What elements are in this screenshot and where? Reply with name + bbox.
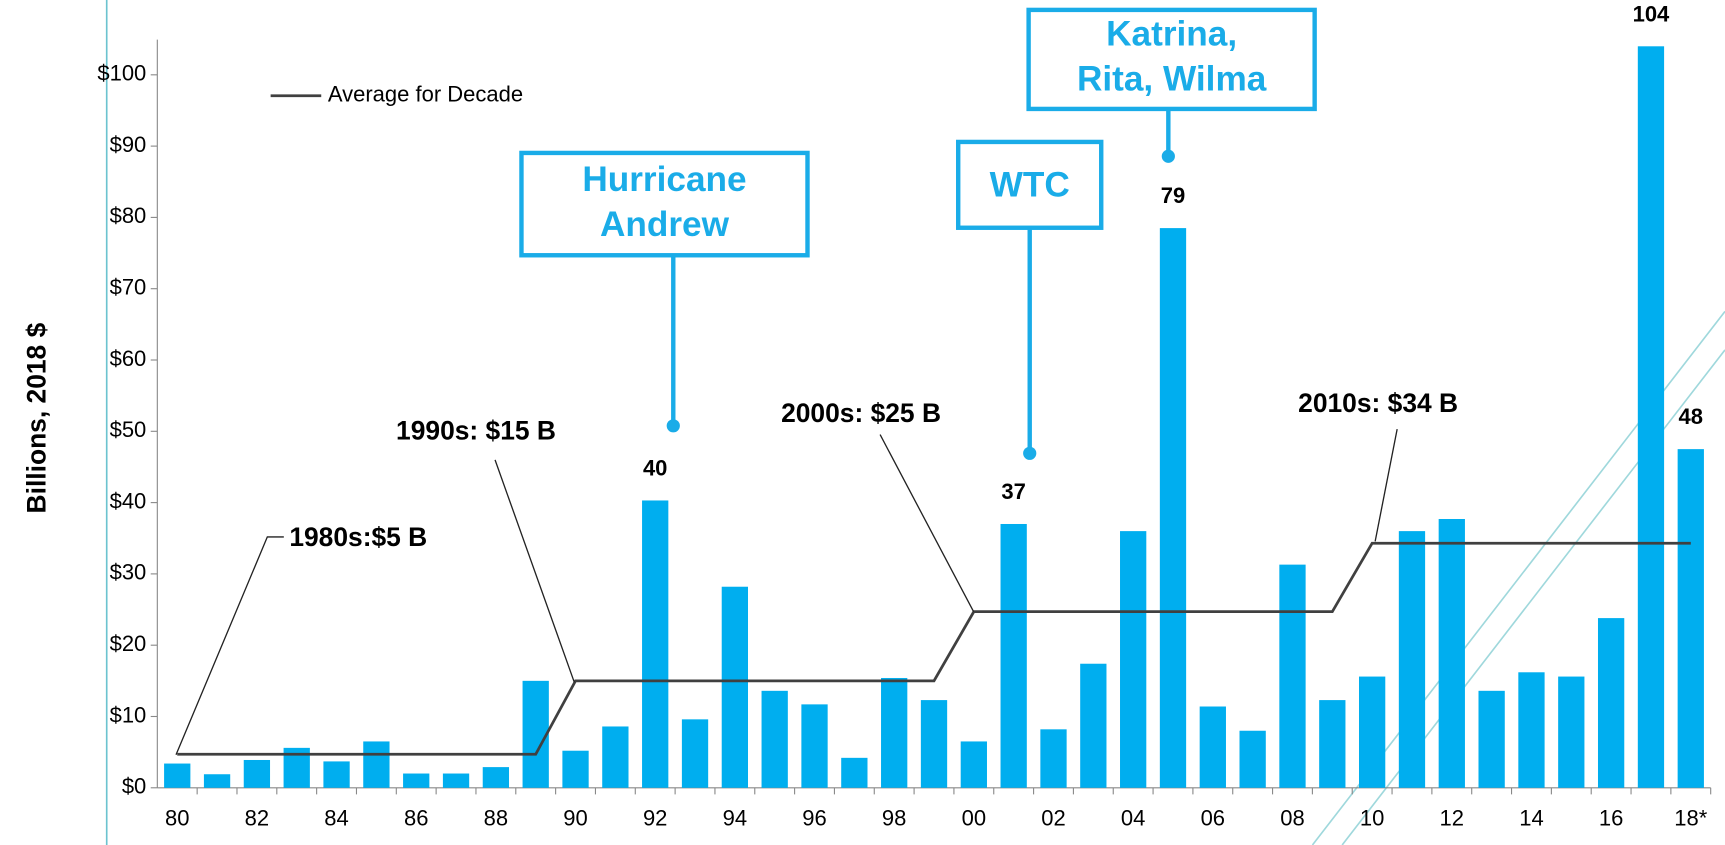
y-axis-label: Billions, 2018 $ [21,322,51,513]
bar [363,741,390,788]
y-tick-label: $80 [110,203,147,228]
callout-text: Andrew [600,205,730,244]
x-tick-label: 02 [1041,806,1065,831]
decade-annotation: 1980s:$5 B [289,522,427,552]
x-tick-label: 82 [245,806,269,831]
bar [1518,672,1545,788]
annotation-leader [1374,428,1398,542]
y-tick-label: $70 [110,275,147,300]
bar [841,757,868,788]
y-tick-label: $60 [110,346,147,371]
x-tick-label: 14 [1519,806,1543,831]
x-tick-label: 90 [563,806,587,831]
x-tick-label: 80 [165,806,189,831]
bar [1120,531,1147,788]
callout-text: Hurricane [582,160,746,199]
bar [1677,449,1704,788]
data-label: 48 [1679,404,1703,429]
y-tick-label: $0 [122,774,146,799]
y-tick-label: $30 [110,560,147,585]
callout-text: WTC [990,165,1070,204]
bar [1478,690,1505,788]
bar [721,586,749,788]
annotation-leader [175,536,284,756]
bar [761,690,788,788]
data-label: 104 [1633,1,1670,26]
data-label: 40 [643,455,667,480]
bar [1398,531,1426,788]
bar [1159,228,1187,788]
x-tick-label: 12 [1440,806,1464,831]
callout-box [519,150,810,258]
bar [1319,700,1346,788]
bar [881,677,908,788]
bar [243,759,271,788]
x-tick-label: 94 [723,806,747,831]
bar [164,763,191,788]
callout-text: Rita, Wilma [1077,60,1267,99]
callout-dot [1161,149,1175,163]
bar [323,761,350,788]
bar [642,500,669,788]
bar [1637,46,1665,788]
legend-label: Average for Decade [328,82,523,107]
y-tick-label: $90 [110,132,147,157]
callout-box [956,139,1104,230]
bar [1279,564,1306,788]
data-label: 37 [1001,479,1025,504]
bar [1597,618,1625,788]
bar [1040,729,1067,788]
bar [203,774,231,788]
average-line [177,541,1691,756]
x-tick-label: 84 [324,806,348,831]
y-tick-label: $50 [110,417,147,442]
annotation-leader [494,459,575,683]
bar [1239,730,1266,788]
decade-annotation: 2010s: $34 B [1298,388,1458,418]
x-tick-label: 18* [1674,806,1707,831]
callout-box [1026,7,1317,112]
callout-dot [1023,446,1037,460]
y-tick-label: $10 [110,702,147,727]
x-tick-label: 10 [1360,806,1384,831]
bar [801,704,828,788]
y-tick-label: $20 [110,631,147,656]
x-tick-label: 86 [404,806,428,831]
y-tick-label: $100 [97,61,146,86]
bar [1358,676,1386,788]
bar [1438,518,1465,788]
bar [562,750,589,788]
data-label: 79 [1161,183,1185,208]
bar [403,773,430,788]
callout-text: Katrina, [1106,15,1237,54]
x-tick-label: 92 [643,806,667,831]
annotation-leader [879,434,975,613]
decade-annotation: 2000s: $25 B [781,398,941,428]
bar [602,726,629,788]
x-tick-label: 16 [1599,806,1623,831]
bar [482,767,510,788]
x-tick-label: 98 [882,806,906,831]
y-tick-label: $40 [110,488,147,513]
bar [1000,523,1027,788]
bar [1558,676,1585,788]
x-tick-label: 00 [962,806,986,831]
bar [1199,706,1226,788]
x-tick-label: 06 [1201,806,1225,831]
bar [681,719,709,788]
bar [920,700,948,788]
bar [1080,663,1107,788]
x-tick-label: 96 [802,806,826,831]
callout-dot [666,419,680,433]
x-tick-label: 88 [484,806,508,831]
x-tick-label: 04 [1121,806,1145,831]
bar [442,773,470,788]
decade-annotation: 1990s: $15 B [396,415,556,445]
x-tick-label: 08 [1280,806,1304,831]
bar [522,680,549,788]
bar [960,741,987,788]
